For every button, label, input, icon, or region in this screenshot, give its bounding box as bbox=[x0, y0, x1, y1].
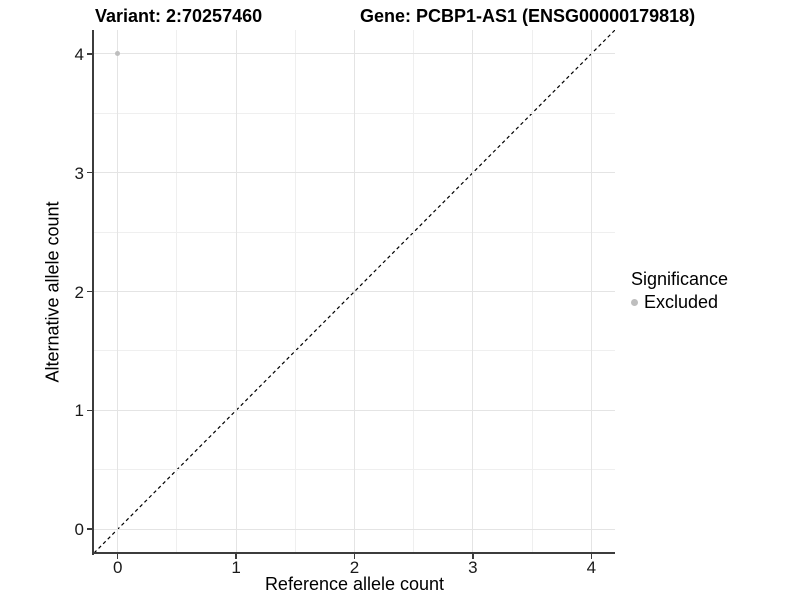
x-tick-label: 2 bbox=[349, 558, 360, 577]
gridline-major-y bbox=[94, 53, 615, 55]
data-point bbox=[115, 51, 121, 57]
gridline-major-y bbox=[94, 528, 615, 530]
y-tick-label: 3 bbox=[74, 163, 84, 183]
y-tick-label: 1 bbox=[74, 401, 84, 421]
legend: Significance Excluded bbox=[631, 270, 728, 311]
legend-point-swatch bbox=[631, 298, 638, 306]
y-tick bbox=[87, 53, 92, 55]
y-tick bbox=[87, 290, 92, 293]
x-tick bbox=[235, 554, 237, 559]
y-tick-label: 4 bbox=[74, 44, 84, 64]
x-tick-label: 3 bbox=[468, 558, 478, 577]
y-tick-label: 2 bbox=[74, 282, 84, 302]
gridline-major-y bbox=[94, 409, 615, 411]
plot-panel bbox=[94, 30, 615, 553]
y-tick bbox=[87, 528, 92, 530]
gridline-major-y bbox=[94, 291, 615, 292]
gene-title: Gene: PCBP1-AS1 (ENSG00000179818) bbox=[360, 6, 696, 26]
y-tick bbox=[87, 409, 92, 412]
variant-title: Variant: 2:70257460 bbox=[95, 6, 263, 26]
x-tick-label: 0 bbox=[112, 558, 123, 577]
x-tick bbox=[590, 554, 593, 559]
x-tick bbox=[116, 554, 119, 559]
y-tick-label: 0 bbox=[74, 520, 84, 540]
legend-item-excluded: Excluded bbox=[631, 293, 728, 311]
y-tick bbox=[87, 171, 92, 174]
x-tick bbox=[472, 554, 474, 559]
gridline-major-y bbox=[94, 172, 615, 174]
x-axis-title: Reference allele count bbox=[264, 574, 445, 594]
x-tick-label: 4 bbox=[586, 558, 597, 577]
x-axis-line bbox=[92, 552, 615, 554]
legend-item-label: Excluded bbox=[644, 292, 719, 312]
x-tick bbox=[353, 554, 356, 559]
x-tick-label: 1 bbox=[231, 558, 241, 577]
y-axis-line bbox=[92, 30, 94, 555]
legend-title: Significance bbox=[631, 269, 729, 289]
